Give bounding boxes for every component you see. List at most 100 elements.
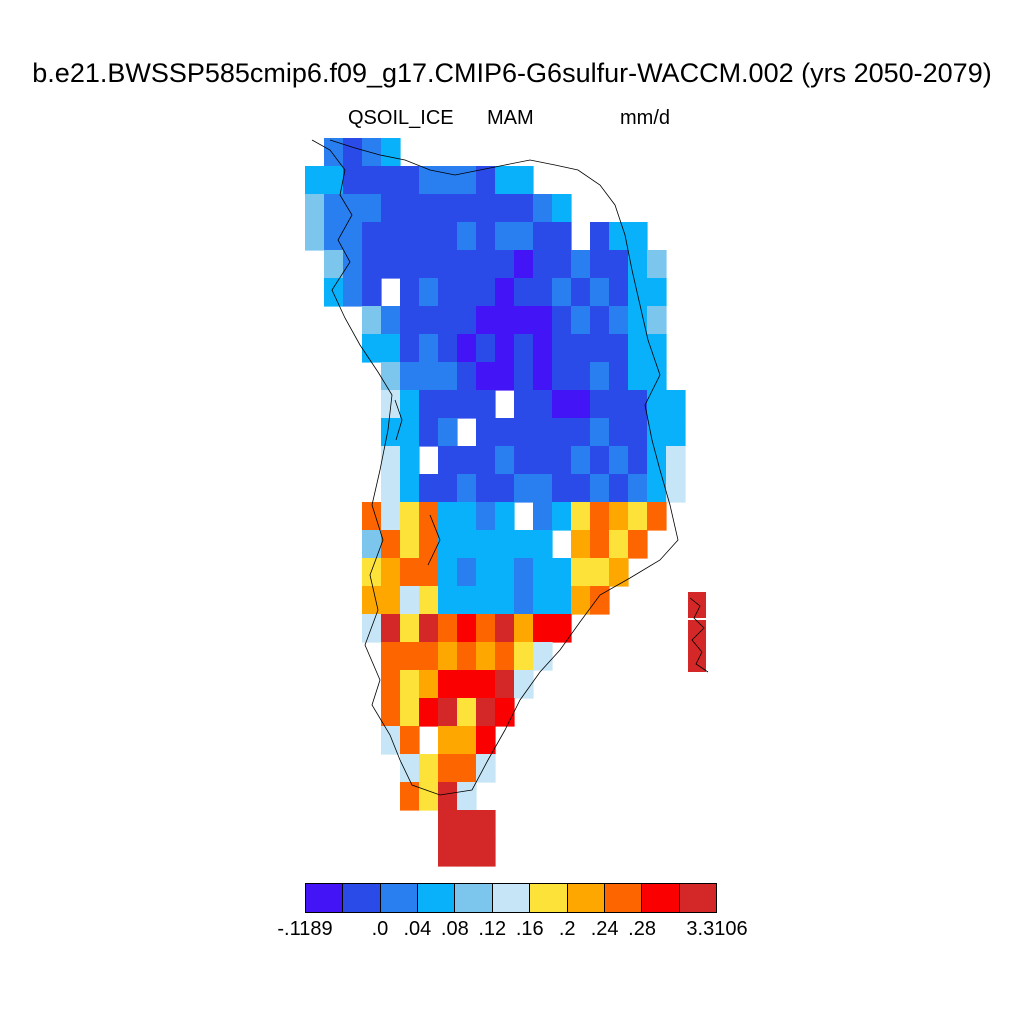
grid-cell: [438, 222, 458, 251]
grid-cell: [552, 222, 572, 251]
grid-cell: [476, 810, 496, 839]
grid-cell: [628, 362, 648, 391]
grid-cell: [495, 194, 515, 223]
grid-cell: [381, 446, 401, 475]
grid-cell: [590, 474, 610, 503]
grid-cell: [438, 642, 458, 671]
colorbar-swatch: [306, 884, 344, 912]
grid-cell: [438, 586, 458, 615]
grid-cell: [476, 474, 496, 503]
grid-cell: [400, 418, 420, 447]
grid-cell: [628, 222, 648, 251]
grid-cell: [438, 446, 458, 475]
grid-cell: [552, 334, 572, 363]
grid-cell: [438, 558, 458, 587]
grid-cell: [457, 474, 477, 503]
grid-cell: [457, 810, 477, 839]
grid-cell: [533, 530, 553, 559]
grid-cell: [438, 474, 458, 503]
grid-cell: [666, 446, 686, 475]
grid-cell: [590, 530, 610, 559]
grid-cell: [533, 418, 553, 447]
grid-cell: [438, 782, 458, 811]
colorbar-label: .0: [371, 918, 389, 940]
grid-cell: [609, 558, 629, 587]
grid-cell: [438, 306, 458, 335]
grid-cell: [533, 586, 553, 615]
grid-cell: [476, 166, 496, 195]
grid-cell: [609, 474, 629, 503]
grid-cell: [419, 558, 439, 587]
grid-cell: [362, 166, 382, 195]
grid-cell: [362, 586, 382, 615]
grid-cell: [552, 474, 572, 503]
coastline-path: [394, 399, 403, 441]
grid-cell: [571, 334, 591, 363]
grid-cell: [457, 586, 477, 615]
colorbar-swatch: [455, 884, 493, 912]
grid-cell: [476, 362, 496, 391]
grid-cell: [476, 194, 496, 223]
grid-cell: [571, 530, 591, 559]
grid-cell: [495, 530, 515, 559]
grid-cell: [647, 502, 667, 531]
colorbar-swatch: [530, 884, 568, 912]
grid-cell: [533, 250, 553, 279]
grid-cell: [476, 698, 496, 727]
grid-cell: [476, 278, 496, 307]
grid-cell: [533, 642, 553, 671]
grid-cell: [381, 166, 401, 195]
grid-cell: [381, 698, 401, 727]
grid-cell: [381, 418, 401, 447]
grid-cell: [400, 502, 420, 531]
grid-cell: [590, 222, 610, 251]
grid-cell: [476, 670, 496, 699]
grid-cell: [552, 362, 572, 391]
grid-cell: [552, 418, 572, 447]
grid-cell: [305, 222, 325, 251]
grid-cell: [495, 362, 515, 391]
colorbar-swatch: [492, 884, 531, 912]
grid-cell: [381, 334, 401, 363]
grid-cells: [305, 138, 706, 867]
grid-cell: [457, 642, 477, 671]
grid-cell: [609, 390, 629, 419]
grid-cell: [628, 474, 648, 503]
grid-cell: [381, 614, 401, 643]
grid-cell: [628, 306, 648, 335]
grid-cell: [590, 362, 610, 391]
grid-cell: [609, 418, 629, 447]
grid-cell: [533, 334, 553, 363]
grid-cell: [343, 166, 363, 195]
grid-cell: [400, 726, 420, 755]
colorbar-label: .28: [628, 918, 656, 940]
grid-cell: [343, 278, 363, 307]
grid-cell: [552, 250, 572, 279]
grid-cell: [419, 754, 439, 783]
grid-cell: [419, 306, 439, 335]
grid-cell: [419, 502, 439, 531]
grid-cell: [400, 698, 420, 727]
grid-cell: [457, 306, 477, 335]
grid-cell: [533, 558, 553, 587]
grid-cell: [457, 334, 477, 363]
grid-cell: [495, 642, 515, 671]
grid-cell: [514, 222, 534, 251]
grid-cell: [590, 446, 610, 475]
coastline: [311, 139, 709, 796]
grid-cell: [400, 166, 420, 195]
grid-cell: [400, 334, 420, 363]
grid-cell: [590, 278, 610, 307]
grid-cell: [571, 502, 591, 531]
grid-cell: [495, 502, 515, 531]
grid-cell: [609, 446, 629, 475]
grid-cell: [533, 474, 553, 503]
grid-cell: [438, 390, 458, 419]
grid-cell: [688, 620, 706, 646]
grid-cell: [514, 670, 534, 699]
grid-cell: [438, 726, 458, 755]
plot-title: b.e21.BWSSP585cmip6.f09_g17.CMIP6-G6sulf…: [32, 58, 992, 88]
coastline-path: [689, 597, 709, 673]
grid-cell: [514, 642, 534, 671]
grid-cell: [438, 810, 458, 839]
